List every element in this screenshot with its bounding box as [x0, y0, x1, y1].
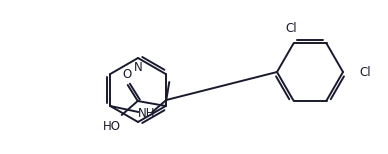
Text: O: O	[122, 68, 131, 81]
Text: NH: NH	[137, 107, 155, 120]
Text: HO: HO	[103, 120, 121, 133]
Text: Cl: Cl	[286, 22, 297, 35]
Text: Cl: Cl	[359, 67, 371, 79]
Text: N: N	[133, 61, 142, 74]
